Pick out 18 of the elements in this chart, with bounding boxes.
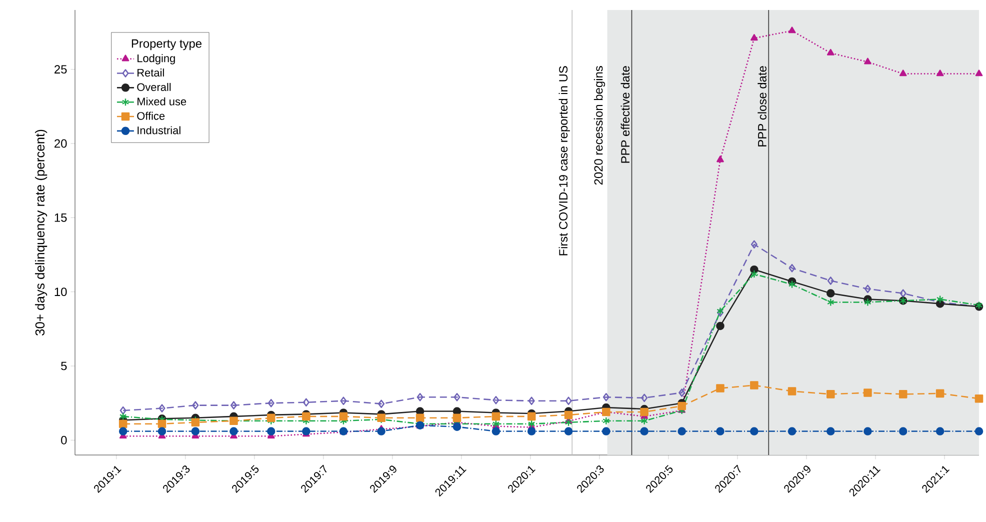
ref-line-label: PPP close date <box>758 66 766 146</box>
y-axis-title: 30+ days delinquency rate (percent) <box>35 130 48 336</box>
legend-title: Property type <box>132 39 202 50</box>
legend-label: Retail <box>138 68 164 77</box>
ref-line-label: First COVID-19 case reported in US <box>558 66 570 256</box>
y-tick-label: 5 <box>61 362 67 370</box>
y-tick-label: 25 <box>54 65 67 74</box>
legend-label: Overall <box>137 82 171 92</box>
ref-line-label: PPP effective date <box>620 66 630 163</box>
legend-label: Industrial <box>138 126 180 134</box>
band-label: 2020 recession begins <box>594 66 606 185</box>
legend-label: Office <box>137 112 165 120</box>
legend-label: Lodging <box>138 54 175 64</box>
y-tick-label: 20 <box>54 139 67 148</box>
y-tick-label: 0 <box>61 436 67 444</box>
legend-label: Mixed use <box>138 97 186 106</box>
y-tick-label: 10 <box>54 288 67 296</box>
y-tick-label: 15 <box>54 214 67 222</box>
